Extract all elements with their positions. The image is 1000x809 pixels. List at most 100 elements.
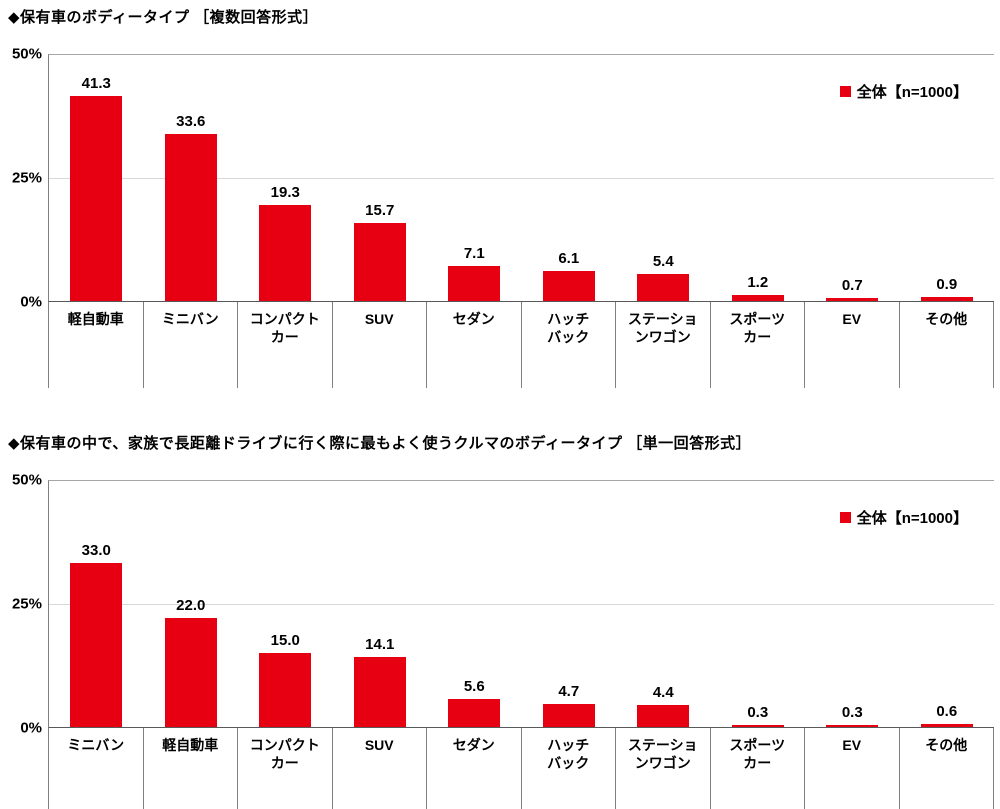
bar xyxy=(70,96,123,301)
bar-value-label: 15.0 xyxy=(270,631,300,649)
bar xyxy=(826,725,879,727)
bar xyxy=(731,295,784,301)
x-category-label: SUV xyxy=(331,302,427,388)
legend: 全体【n=1000】 xyxy=(839,81,968,102)
bar-column: 33.6 xyxy=(144,55,239,301)
bar-column: 4.7 xyxy=(522,481,617,727)
x-category-label: 軽自動車 xyxy=(48,302,143,388)
legend-label: 全体【n=1000】 xyxy=(856,84,968,101)
bar-column: 19.3 xyxy=(238,55,333,301)
x-category-label: ミニバン xyxy=(48,728,143,809)
chart-long-drive-body-types: ◆保有車の中で、家族で長距離ドライブに行く際に最もよく使うクルマのボディータイプ… xyxy=(0,426,1000,809)
bar-column: 6.1 xyxy=(522,55,617,301)
bar-value-label: 15.7 xyxy=(365,202,395,220)
x-category-label: ハッチ バック xyxy=(520,302,616,388)
bar xyxy=(920,724,973,727)
x-category-label: コンパクト カー xyxy=(237,728,332,809)
gridline-25-percent xyxy=(49,178,994,179)
bar xyxy=(353,223,406,301)
x-category-label: コンパクト カー xyxy=(237,302,332,388)
bar-value-label: 5.6 xyxy=(463,678,485,696)
y-axis-tick-label: 25% xyxy=(11,169,42,187)
legend: 全体【n=1000】 xyxy=(839,507,968,528)
x-category-label: その他 xyxy=(898,728,994,809)
bar-value-label: 14.1 xyxy=(365,636,395,654)
y-axis: 50% 25% 0% xyxy=(8,46,48,311)
bars-container: 33.0 22.0 15.0 14.1 5.6 4.7 4.4 0.3 0.3 0.6 xyxy=(49,481,994,727)
bar-column: 5.4 xyxy=(616,55,711,301)
bar xyxy=(542,270,595,301)
x-category-label: 軽自動車 xyxy=(142,728,238,809)
y-axis-tick-label: 50% xyxy=(11,45,42,63)
bar-value-label: 6.1 xyxy=(558,249,580,267)
bar-column: 7.1 xyxy=(427,55,522,301)
y-axis-tick-label: 0% xyxy=(20,293,42,311)
bar xyxy=(826,297,879,301)
y-axis: 50% 25% 0% xyxy=(8,472,48,737)
bar-column: 22.0 xyxy=(144,481,239,727)
legend-label: 全体【n=1000】 xyxy=(856,510,968,527)
bar xyxy=(70,563,123,727)
bar xyxy=(920,296,973,301)
x-category-label: EV xyxy=(804,728,899,809)
bar-column: 41.3 xyxy=(49,55,144,301)
bar-value-label: 5.4 xyxy=(652,253,674,271)
bar-value-label: 19.3 xyxy=(270,184,300,202)
bar-value-label: 7.1 xyxy=(463,244,485,262)
x-axis-labels: ミニバン 軽自動車 コンパクト カー SUV セダン ハッチ バック ステーショ ンワゴンス… xyxy=(48,728,994,809)
bar-value-label: 4.4 xyxy=(652,684,674,702)
bar xyxy=(164,617,217,727)
chart-title: ◆保有車のボディータイプ ［複数回答形式］ xyxy=(8,9,319,26)
bar xyxy=(448,265,501,301)
bar-value-label: 22.0 xyxy=(176,596,206,614)
x-category-label: ステーショ ンワゴン xyxy=(615,728,710,809)
x-axis-labels: 軽自動車 ミニバン コンパクト カー SUV セダン ハッチ バック ステーショ ンワゴンス… xyxy=(48,302,994,388)
x-category-label: セダン xyxy=(426,302,521,388)
bar-column: 4.4 xyxy=(616,481,711,727)
bar-column: 0.3 xyxy=(805,481,900,727)
bar-column: 15.7 xyxy=(333,55,428,301)
gridline-25-percent xyxy=(49,604,994,605)
bar-value-label: 0.3 xyxy=(747,704,769,721)
y-axis-tick-label: 50% xyxy=(11,471,42,489)
bar-value-label: 41.3 xyxy=(81,75,111,93)
bar-column: 0.7 xyxy=(805,55,900,301)
bar-value-label: 0.3 xyxy=(841,704,863,721)
chart-body: 50% 25% 0% 全体【n=1000】 41.3 33.6 19.3 15.7 7.1 6… xyxy=(8,46,994,311)
x-category-label: スポーツ カー xyxy=(709,728,805,809)
bar xyxy=(353,657,406,727)
legend-swatch-icon xyxy=(839,86,851,97)
bar-column: 15.0 xyxy=(238,481,333,727)
x-category-label: SUV xyxy=(331,728,427,809)
chart-owned-body-types: ◆保有車のボディータイプ ［複数回答形式］ 50% 25% 0% 全体【n=1000… xyxy=(0,0,1000,388)
x-category-label: セダン xyxy=(426,728,521,809)
bar xyxy=(542,703,595,727)
y-axis-tick-label: 0% xyxy=(20,719,42,737)
bar-value-label: 33.0 xyxy=(81,542,111,560)
bar-column: 0.3 xyxy=(711,481,806,727)
plot-area: 全体【n=1000】 41.3 33.6 19.3 15.7 7.1 6.1 5.4 1.2 0… xyxy=(48,54,994,302)
bar xyxy=(731,725,784,727)
x-category-label: EV xyxy=(804,302,899,388)
bar-value-label: 33.6 xyxy=(176,113,206,131)
bar-column: 14.1 xyxy=(333,481,428,727)
bar-value-label: 0.9 xyxy=(936,275,958,293)
bar-column: 0.6 xyxy=(900,481,995,727)
bar-value-label: 0.7 xyxy=(841,276,863,294)
bar xyxy=(259,652,312,727)
bar-column: 5.6 xyxy=(427,481,522,727)
bar xyxy=(259,205,312,301)
chart-title: ◆保有車の中で、家族で長距離ドライブに行く際に最もよく使うクルマのボディータイプ… xyxy=(8,435,752,452)
y-axis-tick-label: 25% xyxy=(11,595,42,613)
bar-column: 33.0 xyxy=(49,481,144,727)
bar-value-label: 0.6 xyxy=(936,703,958,721)
bar-value-label: 1.2 xyxy=(747,274,769,292)
x-category-label: ハッチ バック xyxy=(520,728,616,809)
bars-container: 41.3 33.6 19.3 15.7 7.1 6.1 5.4 1.2 0.7 0.9 xyxy=(49,55,994,301)
x-category-label: スポーツ カー xyxy=(709,302,805,388)
bar xyxy=(448,699,501,727)
bar xyxy=(164,134,217,301)
bar xyxy=(637,705,690,727)
bar-value-label: 4.7 xyxy=(558,682,580,700)
chart-body: 50% 25% 0% 全体【n=1000】 33.0 22.0 15.0 14.1 5.6 4… xyxy=(8,472,994,737)
